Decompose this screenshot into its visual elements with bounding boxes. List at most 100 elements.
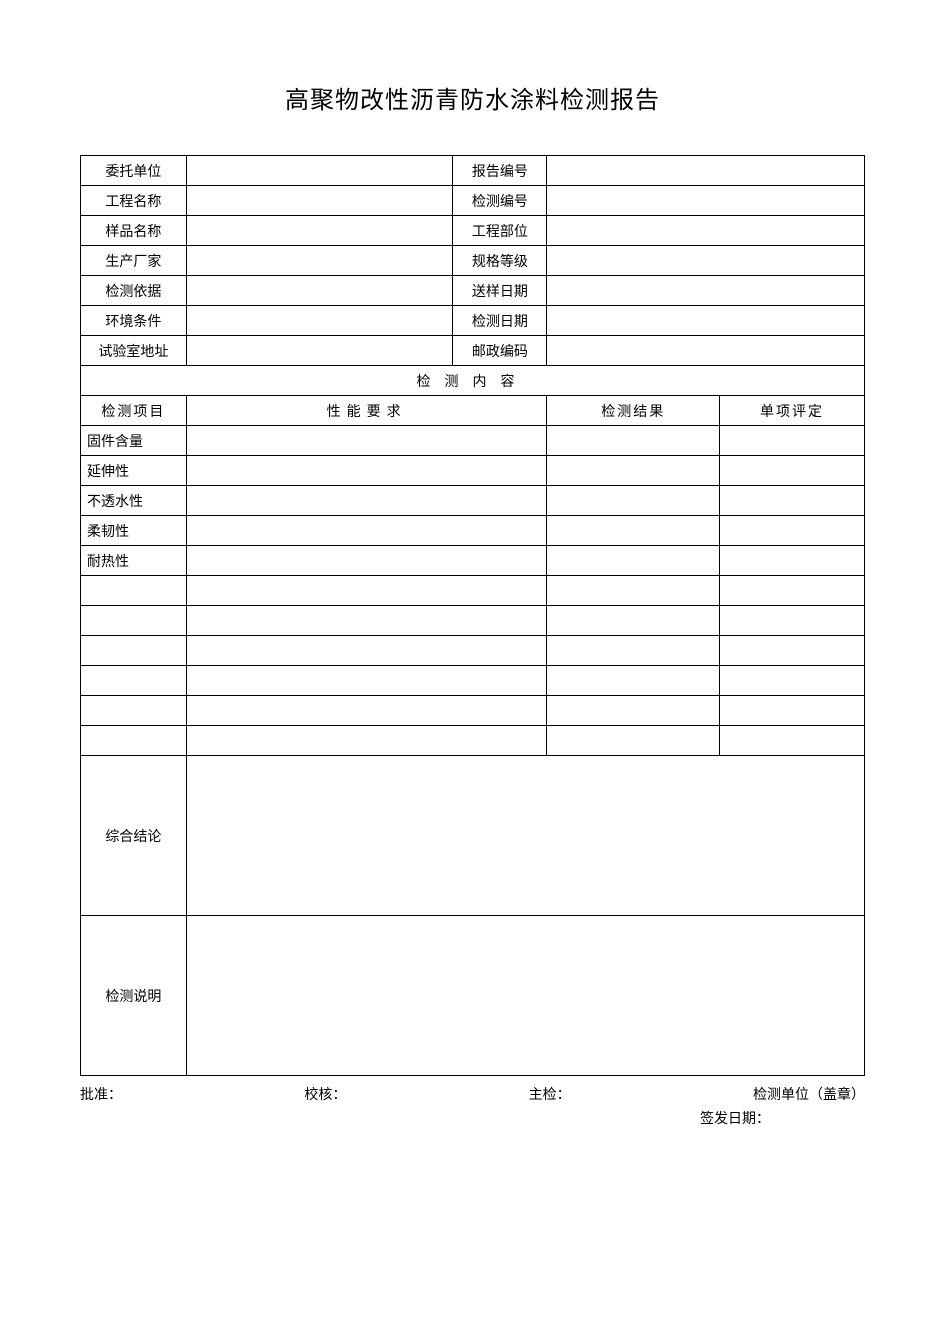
test-item-evaluation [719,666,864,696]
test-item-requirement [186,696,547,726]
info-row: 检测依据 送样日期 [81,276,865,306]
info-row: 委托单位 报告编号 [81,156,865,186]
info-value [186,216,453,246]
info-label: 送样日期 [453,276,547,306]
conclusion-row: 综合结论 [81,756,865,916]
info-label: 规格等级 [453,246,547,276]
test-item-evaluation [719,606,864,636]
test-item-name [81,726,187,756]
test-row: 延伸性 [81,456,865,486]
test-item-result [547,606,719,636]
test-item-evaluation [719,726,864,756]
test-item-result [547,636,719,666]
test-row [81,726,865,756]
col-header-item: 检测项目 [81,396,187,426]
info-value [186,246,453,276]
info-value [547,306,865,336]
test-row: 耐热性 [81,546,865,576]
footer-row-1: 批准： 校核： 主检： 检测单位（盖章） [80,1084,865,1104]
test-item-name: 柔韧性 [81,516,187,546]
info-row: 环境条件 检测日期 [81,306,865,336]
info-value [547,336,865,366]
test-item-result [547,516,719,546]
test-item-requirement [186,456,547,486]
footer-approve: 批准： [80,1084,122,1104]
report-table: 委托单位 报告编号 工程名称 检测编号 样品名称 工程部位 生产厂家 规格等级 … [80,155,865,1076]
test-item-evaluation [719,576,864,606]
test-row: 不透水性 [81,486,865,516]
info-label: 检测依据 [81,276,187,306]
test-item-name: 不透水性 [81,486,187,516]
test-item-name [81,666,187,696]
test-item-name [81,606,187,636]
footer: 批准： 校核： 主检： 检测单位（盖章） 签发日期： [80,1084,865,1128]
test-item-result [547,726,719,756]
info-row: 试验室地址 邮政编码 [81,336,865,366]
test-item-evaluation [719,636,864,666]
info-label: 检测日期 [453,306,547,336]
info-label: 委托单位 [81,156,187,186]
col-header-requirement: 性能要求 [186,396,547,426]
info-row: 生产厂家 规格等级 [81,246,865,276]
info-label: 报告编号 [453,156,547,186]
info-label: 环境条件 [81,306,187,336]
info-label: 邮政编码 [453,336,547,366]
test-item-requirement [186,486,547,516]
section-header-row: 检测内容 [81,366,865,396]
test-item-requirement [186,516,547,546]
col-header-evaluation: 单项评定 [719,396,864,426]
footer-unit: 检测单位（盖章） [753,1084,865,1104]
conclusion-value [186,756,864,916]
test-row [81,606,865,636]
test-item-evaluation [719,696,864,726]
test-item-result [547,546,719,576]
test-item-requirement [186,426,547,456]
test-item-name [81,696,187,726]
test-item-name: 延伸性 [81,456,187,486]
test-item-evaluation [719,426,864,456]
info-value [547,156,865,186]
test-item-result [547,486,719,516]
test-item-evaluation [719,456,864,486]
footer-inspect: 主检： [529,1084,571,1104]
footer-issue-date: 签发日期： [700,1108,770,1128]
info-value [186,156,453,186]
test-item-result [547,576,719,606]
test-row: 固件含量 [81,426,865,456]
test-item-requirement [186,726,547,756]
info-label: 工程名称 [81,186,187,216]
col-header-result: 检测结果 [547,396,719,426]
test-item-name: 耐热性 [81,546,187,576]
info-value [547,276,865,306]
test-row: 柔韧性 [81,516,865,546]
info-label: 试验室地址 [81,336,187,366]
test-item-name [81,636,187,666]
test-item-requirement [186,636,547,666]
test-row [81,576,865,606]
test-item-evaluation [719,546,864,576]
test-item-name [81,576,187,606]
footer-review: 校核： [304,1084,346,1104]
test-item-requirement [186,576,547,606]
report-page: 高聚物改性沥青防水涂料检测报告 委托单位 报告编号 工程名称 检测编号 样品名称… [0,0,945,1128]
info-label: 样品名称 [81,216,187,246]
notes-row: 检测说明 [81,916,865,1076]
test-item-requirement [186,546,547,576]
info-label: 生产厂家 [81,246,187,276]
info-value [186,186,453,216]
info-label: 检测编号 [453,186,547,216]
test-item-result [547,666,719,696]
report-title: 高聚物改性沥青防水涂料检测报告 [80,80,865,115]
info-row: 样品名称 工程部位 [81,216,865,246]
conclusion-label: 综合结论 [81,756,187,916]
info-value [547,246,865,276]
test-item-result [547,696,719,726]
test-item-result [547,426,719,456]
info-value [547,216,865,246]
test-item-requirement [186,606,547,636]
footer-row-2: 签发日期： [80,1108,865,1128]
info-value [186,336,453,366]
test-item-result [547,456,719,486]
info-value [186,306,453,336]
info-value [547,186,865,216]
